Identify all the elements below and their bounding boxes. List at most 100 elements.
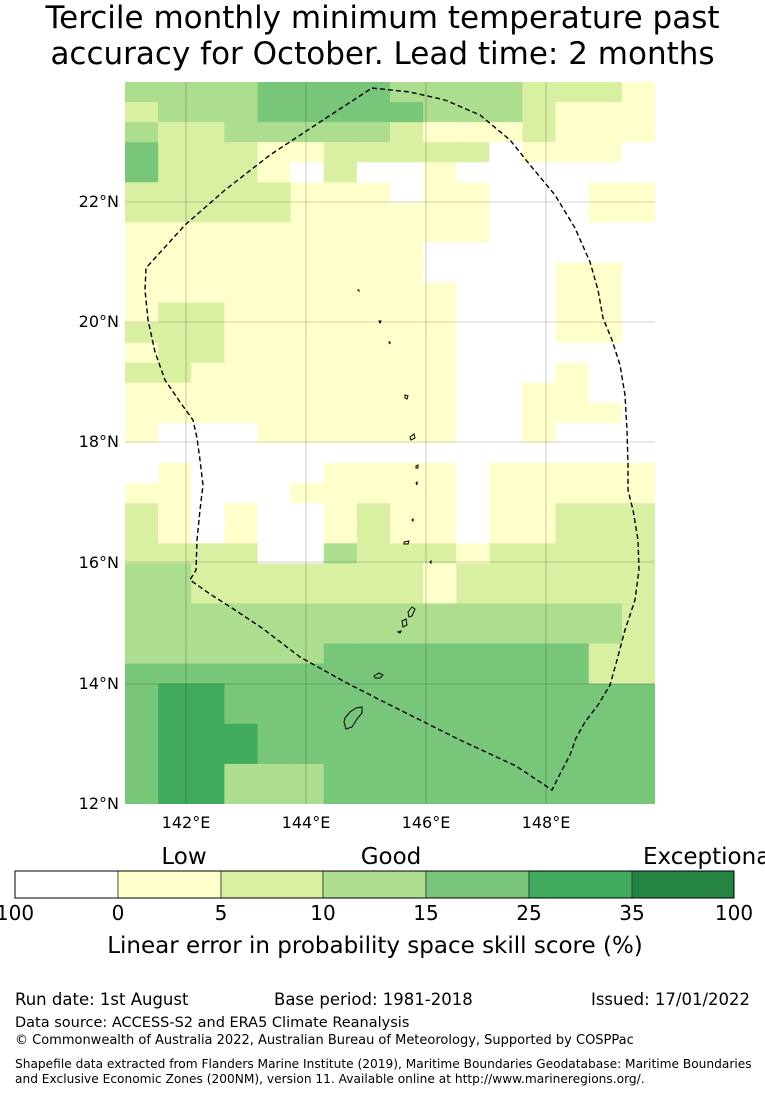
island-pagan xyxy=(409,433,416,441)
grid-cell xyxy=(191,683,225,705)
colorbar-boundary-1: 0 xyxy=(112,901,125,925)
grid-cell xyxy=(125,443,159,464)
grid-cell xyxy=(290,663,325,685)
grid-cell xyxy=(621,242,655,264)
grid-cell xyxy=(125,683,159,705)
grid-cell xyxy=(555,783,590,804)
grid-cell xyxy=(588,623,623,645)
grid-cell xyxy=(257,623,292,645)
grid-cell xyxy=(522,623,557,645)
grid-cell xyxy=(323,583,358,605)
grid-cell xyxy=(522,342,557,364)
grid-cell xyxy=(390,623,424,645)
grid-cell xyxy=(621,463,655,484)
grid-cell xyxy=(323,202,358,223)
grid-cell xyxy=(555,262,590,284)
grid-cell xyxy=(125,322,159,344)
grid-cell xyxy=(290,262,325,284)
grid-cell xyxy=(390,603,424,625)
grid-cell xyxy=(390,683,424,705)
grid-cell xyxy=(224,463,259,484)
grid-cell xyxy=(555,663,590,685)
grid-cell xyxy=(489,122,524,143)
island-alamagan xyxy=(415,464,419,469)
grid-cell xyxy=(555,463,590,484)
grid-cell xyxy=(257,122,292,143)
grid-cell xyxy=(158,623,192,645)
grid-cell xyxy=(588,603,623,625)
grid-cell xyxy=(423,402,457,424)
grid-cell xyxy=(588,543,623,564)
grid-cell xyxy=(323,322,358,344)
grid-cell xyxy=(257,543,292,564)
grid-cell xyxy=(390,142,424,163)
grid-cell xyxy=(290,763,325,785)
grid-cell xyxy=(423,643,457,665)
lat-tick-16: 16°N xyxy=(79,553,119,572)
grid-cell xyxy=(621,322,655,344)
grid-cell xyxy=(423,683,457,705)
grid-cell xyxy=(522,643,557,665)
islands xyxy=(343,289,432,730)
grid-cell xyxy=(356,202,391,223)
grid-cell xyxy=(522,523,557,544)
grid-cell xyxy=(423,322,457,344)
grid-cell xyxy=(191,503,225,524)
grid-cell xyxy=(323,683,358,705)
grid-cell xyxy=(555,422,590,444)
grid-cell xyxy=(621,623,655,645)
grid-cell xyxy=(423,523,457,544)
grid-cell xyxy=(125,543,159,564)
grid-cell xyxy=(489,282,524,304)
grid-cell xyxy=(323,422,358,444)
grid-cell xyxy=(489,683,524,705)
grid-cell xyxy=(290,322,325,344)
grid-cell xyxy=(224,122,259,143)
grid-cell xyxy=(522,783,557,804)
grid-cell xyxy=(191,202,225,223)
grid-cell xyxy=(257,463,292,484)
grid-cell xyxy=(125,222,159,244)
grid-cell xyxy=(191,122,225,143)
grid-cell xyxy=(356,142,391,163)
grid-cell xyxy=(522,763,557,785)
grid-cell xyxy=(522,603,557,625)
grid-cell xyxy=(489,643,524,665)
eez-boundary xyxy=(144,87,640,792)
grid-cell xyxy=(522,242,557,264)
grid-cell xyxy=(257,382,292,404)
grid-cell xyxy=(257,603,292,625)
grid-cell xyxy=(390,763,424,785)
grid-cell xyxy=(555,102,590,123)
island-asuncion xyxy=(388,341,391,345)
grid-cell xyxy=(423,463,457,484)
grid-cell xyxy=(191,182,225,203)
grid-cell xyxy=(257,523,292,544)
grid-cell xyxy=(555,743,590,765)
grid-cell xyxy=(125,743,159,765)
grid-cell xyxy=(456,142,490,163)
grid-cell xyxy=(224,663,259,685)
grid-cell xyxy=(555,523,590,544)
grid-cell xyxy=(158,302,192,324)
grid-cell xyxy=(191,543,225,564)
grid-cell xyxy=(423,743,457,765)
grid-cell xyxy=(588,222,623,244)
grid-cell xyxy=(489,543,524,564)
grid-cell xyxy=(423,82,457,103)
grid-cell xyxy=(456,523,490,544)
grid-cell xyxy=(489,322,524,344)
grid-cell xyxy=(191,142,225,163)
grid-cell xyxy=(522,82,557,103)
grid-cell xyxy=(555,202,590,223)
grid-cell xyxy=(323,483,358,504)
grid-cell xyxy=(456,242,490,264)
grid-cell xyxy=(390,523,424,544)
colorbar-boundary-5: 25 xyxy=(516,901,541,925)
grid-cell xyxy=(390,663,424,685)
grid-cell xyxy=(224,362,259,384)
grid-cell xyxy=(158,703,192,725)
grid-cell xyxy=(588,523,623,544)
grid-cell xyxy=(423,422,457,444)
grid-cell xyxy=(290,122,325,143)
